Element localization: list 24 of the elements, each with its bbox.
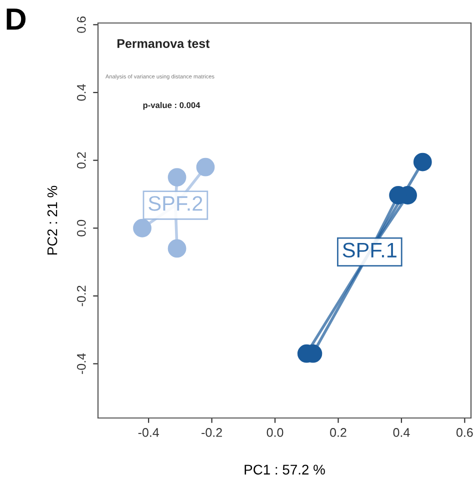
y-tick-label: -0.4 xyxy=(76,353,86,374)
annotation: Permanova test xyxy=(117,39,210,48)
y-axis-title: PC2 : 21 % xyxy=(47,186,58,254)
y-tick-label: 0.2 xyxy=(76,152,86,169)
series-label: SPF.1 xyxy=(342,242,396,258)
point xyxy=(196,158,215,176)
x-tick-label: 0.6 xyxy=(456,428,473,437)
y-tick-label: 0.4 xyxy=(76,84,86,101)
text: D xyxy=(6,8,26,30)
x-tick-label: -0.4 xyxy=(138,428,159,437)
y-tick-label: -0.2 xyxy=(76,286,86,306)
x-tick-label: 0.0 xyxy=(266,428,284,437)
x-tick-label: 0.4 xyxy=(393,428,410,437)
x-tick-label: -0.2 xyxy=(202,428,222,437)
x-tick-label: 0.2 xyxy=(330,428,346,437)
y-tick-label: 0.6 xyxy=(76,16,86,33)
point xyxy=(168,168,186,186)
series-label: SPF.2 xyxy=(148,196,202,211)
point xyxy=(168,239,186,258)
point xyxy=(413,152,432,172)
x-axis-title: PC1 : 57.2 % xyxy=(244,464,325,475)
point xyxy=(133,218,152,238)
y-tick-label: 0.0 xyxy=(76,220,86,236)
annotation: p-value : 0.004 xyxy=(143,102,200,110)
